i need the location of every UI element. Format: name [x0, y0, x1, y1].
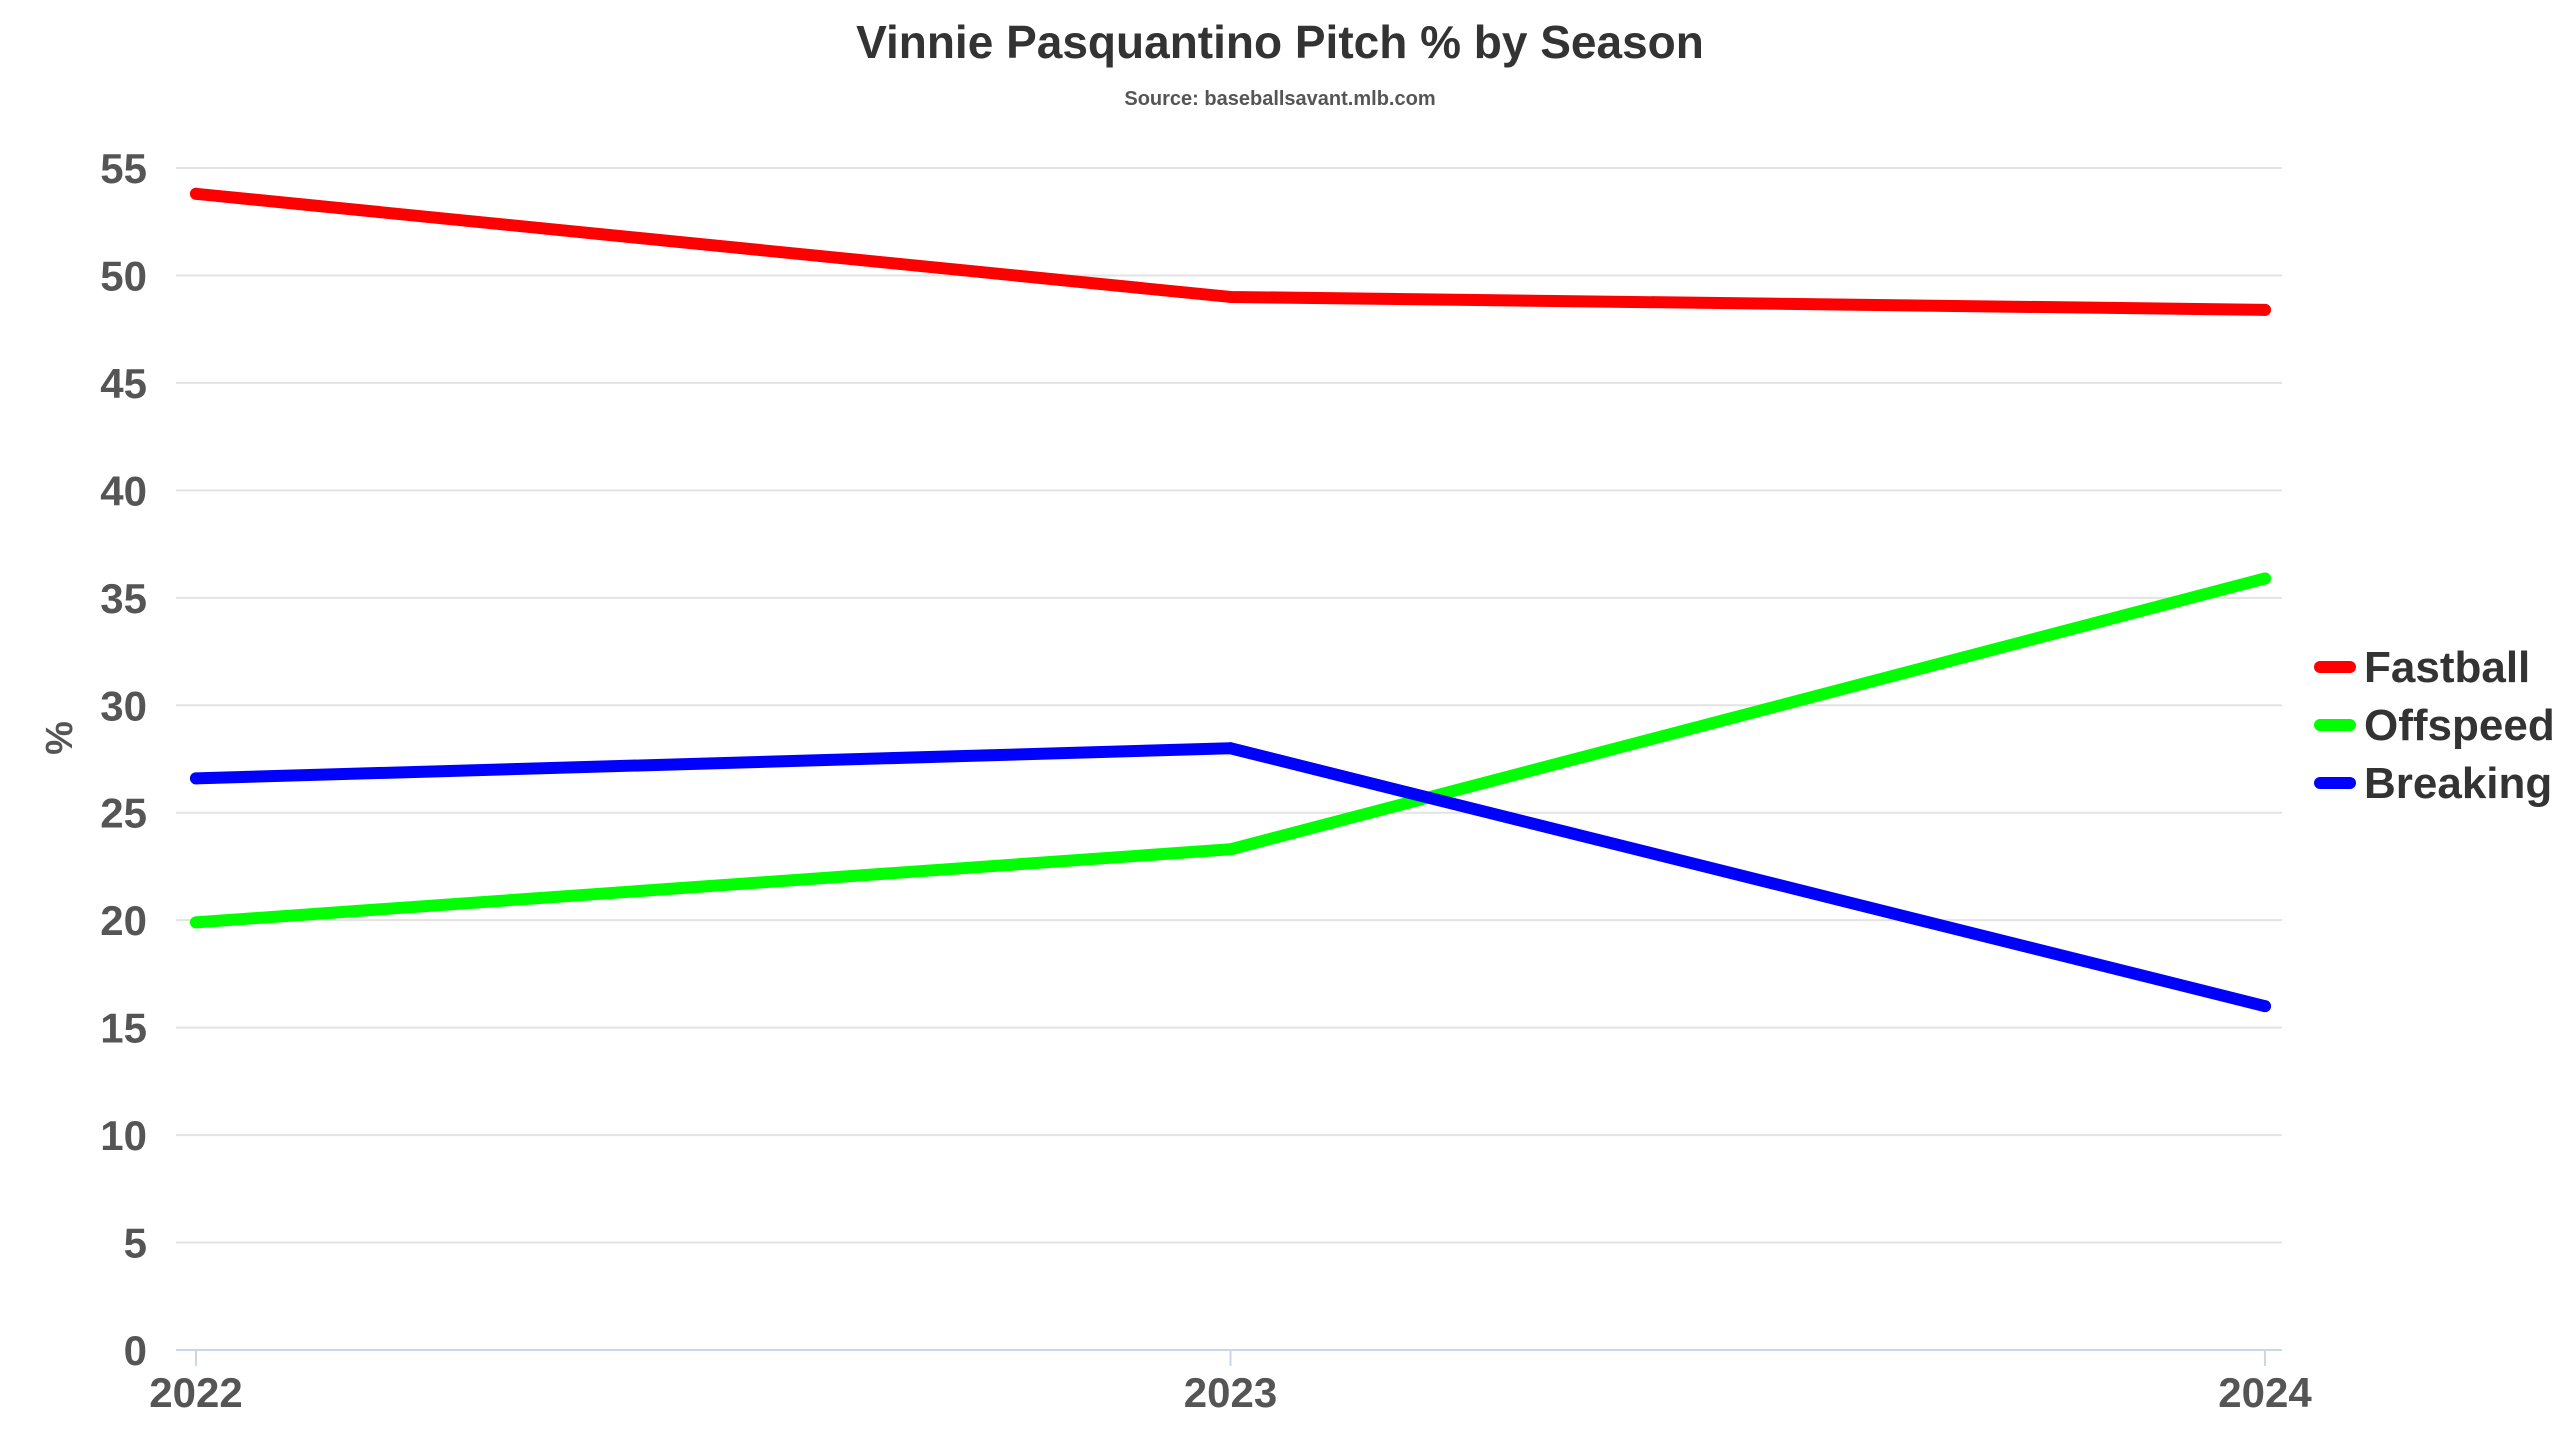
- data-point-fastball[interactable]: [2259, 303, 2271, 316]
- y-tick-label: 5: [124, 1220, 147, 1267]
- data-point-fastball[interactable]: [190, 187, 202, 200]
- axes: 0 5 10 15 20 25 30 35 40 45 50 55 2022 2023 2024: [100, 145, 2312, 1416]
- data-point-breaking[interactable]: [1224, 742, 1237, 755]
- legend-item-offspeed[interactable]: Offspeed: [2314, 701, 2555, 750]
- y-tick-label: 10: [100, 1112, 147, 1159]
- y-tick-label: 50: [100, 252, 147, 299]
- legend[interactable]: Fastball Offspeed Breaking: [2314, 643, 2555, 808]
- legend-label: Fastball: [2364, 643, 2530, 692]
- series-lines: [190, 187, 2271, 1013]
- y-axis-label: %: [39, 721, 81, 755]
- legend-label: Breaking: [2364, 759, 2552, 808]
- y-tick-label: 40: [100, 467, 147, 514]
- data-point-offspeed[interactable]: [2259, 572, 2271, 585]
- data-point-breaking[interactable]: [190, 772, 202, 785]
- y-tick-label: 35: [100, 575, 147, 622]
- data-point-fastball[interactable]: [1224, 290, 1237, 303]
- data-point-offspeed[interactable]: [190, 916, 202, 929]
- data-point-offspeed[interactable]: [1224, 843, 1237, 856]
- data-point-breaking[interactable]: [2259, 1000, 2271, 1013]
- y-tick-label: 15: [100, 1005, 147, 1052]
- legend-label: Offspeed: [2364, 701, 2555, 750]
- series-fastball[interactable]: [190, 187, 2271, 316]
- legend-item-fastball[interactable]: Fastball: [2314, 643, 2530, 692]
- y-tick-label: 20: [100, 897, 147, 944]
- gridlines: [176, 167, 2282, 1244]
- y-tick-label: 0: [124, 1327, 147, 1374]
- x-tick-label: 2023: [1184, 1369, 1277, 1416]
- x-tick-label: 2024: [2218, 1369, 2312, 1416]
- y-tick-label: 25: [100, 790, 147, 837]
- y-tick-label: 30: [100, 682, 147, 729]
- chart-title: Vinnie Pasquantino Pitch % by Season: [856, 16, 1704, 68]
- y-tick-label: 45: [100, 360, 147, 407]
- series-offspeed[interactable]: [190, 572, 2271, 929]
- x-tick-label: 2022: [149, 1369, 242, 1416]
- chart-subtitle: Source: baseballsavant.mlb.com: [1124, 88, 1435, 110]
- legend-item-breaking[interactable]: Breaking: [2314, 759, 2552, 808]
- series-line-breaking[interactable]: [190, 742, 2271, 1013]
- series-breaking[interactable]: [190, 742, 2271, 1013]
- y-tick-label: 55: [100, 145, 147, 192]
